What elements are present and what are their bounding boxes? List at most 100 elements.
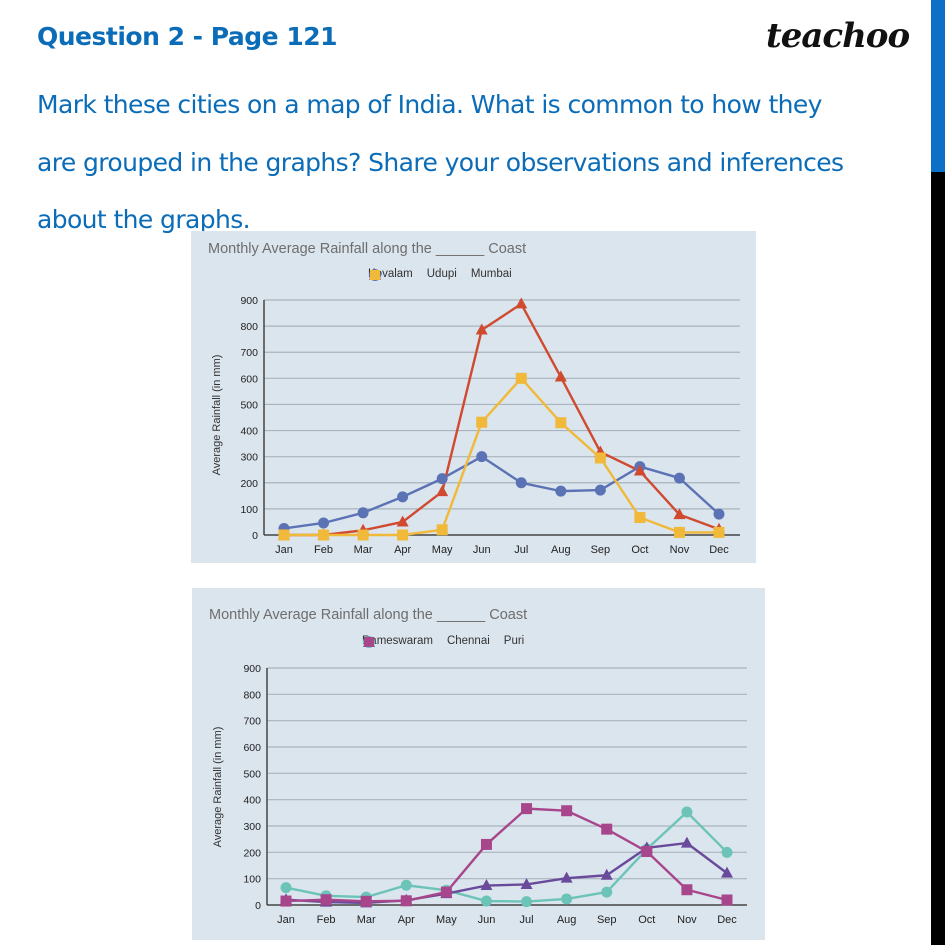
- udupi-data-point: [673, 508, 686, 520]
- brand-logo: teachoo: [766, 16, 910, 56]
- x-tick-label: Aug: [557, 914, 577, 926]
- y-tick-label: 800: [243, 689, 261, 701]
- rainfall-chart-east-coast: 0 100 200 300 400 500 600 700 800 900 Jan Feb Mar Apr…: [192, 588, 765, 940]
- question-line: Mark these cities on a map of India. Wha…: [37, 90, 822, 119]
- puri-data-point: [681, 884, 693, 896]
- udupi-data-point: [475, 323, 488, 335]
- y-tick-label: 500: [240, 399, 258, 411]
- mumbai-data-point: [594, 452, 606, 464]
- mumbai-data-point: [436, 524, 448, 536]
- x-tick-label: Sep: [597, 914, 617, 926]
- rameswaram-data-point: [601, 886, 613, 898]
- y-tick-label: 900: [240, 295, 258, 307]
- kovalam-data-point: [397, 491, 409, 503]
- chennai-line: [285, 841, 728, 905]
- chennai-data-point: [480, 879, 493, 891]
- x-tick-label: Jan: [277, 914, 295, 926]
- rameswaram-data-point: [681, 806, 693, 818]
- x-tick-label: Mar: [357, 914, 376, 926]
- x-tick-label: Dec: [709, 544, 729, 556]
- x-tick-label: Mar: [354, 544, 373, 556]
- edge-strip-accent: [931, 0, 945, 172]
- y-axis-label: Average Rainfall (in mm): [212, 726, 224, 848]
- x-tick-label: Aug: [551, 544, 571, 556]
- y-tick-label: 300: [243, 821, 261, 833]
- chennai-data-point: [560, 871, 573, 883]
- mumbai-data-point: [515, 372, 527, 384]
- y-tick-label: 200: [240, 478, 258, 490]
- legend-item-chennai: Chennai: [363, 635, 490, 647]
- question-text: Mark these cities on a map of India. Wha…: [37, 76, 917, 249]
- rameswaram-markers: [280, 806, 733, 908]
- y-tick-label: 600: [243, 742, 261, 754]
- rameswaram-data-point: [480, 895, 492, 907]
- x-tick-label: Feb: [317, 914, 336, 926]
- y-tick-label: 200: [243, 847, 261, 859]
- rameswaram-data-point: [280, 882, 292, 894]
- chart-legend: Kovalam Udupi Mumbai: [368, 268, 512, 281]
- y-tick-label: 600: [240, 373, 258, 385]
- y-tick-label: 700: [243, 716, 261, 728]
- puri-data-point: [320, 894, 332, 906]
- legend-label: Rameswaram: [362, 635, 433, 647]
- puri-data-point: [440, 886, 452, 898]
- kovalam-data-point: [357, 507, 369, 519]
- udupi-data-point: [554, 370, 567, 382]
- mumbai-data-point: [713, 526, 725, 538]
- kovalam-data-point: [515, 477, 527, 489]
- puri-data-point: [280, 895, 292, 907]
- y-tick-label: 0: [252, 530, 258, 542]
- legend-label: Mumbai: [470, 268, 512, 280]
- chennai-data-point: [600, 868, 613, 880]
- puri-data-point: [601, 823, 613, 835]
- x-tick-label: Jun: [473, 544, 491, 556]
- legend-label: Udupi: [426, 268, 457, 280]
- kovalam-markers: [278, 451, 725, 534]
- puri-data-point: [360, 895, 372, 907]
- rameswaram-data-point: [521, 896, 533, 908]
- chennai-data-point: [520, 877, 533, 889]
- chart-plot: 0 100 200 300 400 500 600 700 800 900 Jan Feb Mar Apr…: [243, 663, 747, 926]
- puri-data-point: [641, 846, 653, 858]
- square-legend-icon: [370, 270, 380, 280]
- edge-strip: [931, 0, 945, 945]
- udupi-data-point: [396, 515, 409, 527]
- kovalam-data-point: [594, 484, 606, 496]
- mumbai-data-point: [357, 529, 369, 541]
- udupi-markers: [278, 297, 725, 540]
- x-tick-label: Apr: [398, 914, 415, 926]
- y-tick-label: 100: [240, 504, 258, 516]
- puri-markers: [280, 803, 733, 907]
- mumbai-data-point: [476, 416, 488, 428]
- mumbai-data-point: [278, 529, 290, 541]
- y-tick-label: 700: [240, 347, 258, 359]
- y-tick-label: 500: [243, 768, 261, 780]
- udupi-data-point: [436, 485, 449, 497]
- mumbai-data-point: [555, 417, 567, 429]
- chart-title: Monthly Average Rainfall along the _____…: [209, 607, 528, 623]
- rainfall-chart-west-coast: 0 100 200 300 400 500 600 700 800 900 Jan Feb Mar Apr…: [191, 231, 756, 563]
- x-tick-label: Feb: [314, 544, 333, 556]
- x-tick-label: Oct: [638, 914, 655, 926]
- y-tick-label: 900: [243, 663, 261, 675]
- kovalam-data-point: [318, 517, 330, 529]
- mumbai-data-point: [673, 526, 685, 538]
- x-tick-label: May: [436, 914, 457, 926]
- question-line: about the graphs.: [37, 205, 251, 234]
- legend-item-mumbai: Mumbai: [370, 268, 512, 280]
- legend-label: Chennai: [446, 635, 490, 647]
- y-tick-label: 0: [255, 900, 261, 912]
- udupi-data-point: [515, 297, 528, 309]
- x-tick-label: Sep: [591, 544, 611, 556]
- kovalam-data-point: [476, 451, 488, 463]
- question-title: Question 2 - Page 121: [37, 22, 338, 51]
- chennai-data-point: [721, 866, 733, 878]
- y-tick-label: 400: [243, 795, 261, 807]
- x-tick-label: Dec: [717, 914, 737, 926]
- udupi-data-point: [633, 464, 646, 476]
- kovalam-data-point: [436, 473, 448, 485]
- square-legend-icon: [364, 637, 374, 647]
- chart-title: Monthly Average Rainfall along the _____…: [208, 241, 527, 257]
- y-axis-label: Average Rainfall (in mm): [211, 354, 223, 476]
- x-tick-label: Nov: [677, 914, 697, 926]
